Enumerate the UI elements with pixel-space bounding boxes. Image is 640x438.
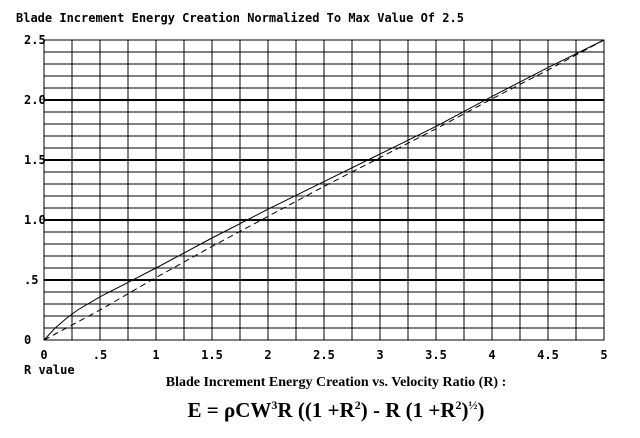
x-tick-label: 3 (376, 348, 383, 362)
y-tick-label: 2.0 (24, 93, 46, 107)
x-tick-label: .5 (93, 348, 107, 362)
equation: E = ρCW3R ((1 +R2) - R (1 +R2)½) (188, 398, 485, 422)
chart-title: Blade Increment Energy Creation Normaliz… (16, 11, 464, 25)
caption: Blade Increment Energy Creation vs. Velo… (166, 375, 507, 390)
equation-exp3: 2 (455, 398, 461, 412)
plot-frame (43, 39, 605, 341)
x-tick-label: 5 (600, 348, 607, 362)
y-tick-label: 0 (24, 333, 31, 347)
equation-mid: R ((1 +R (277, 398, 355, 422)
x-tick-label: 3.5 (425, 348, 447, 362)
x-tick-label: 2 (264, 348, 271, 362)
series-layer (43, 39, 605, 341)
y-tick-label: 1.5 (24, 153, 46, 167)
equation-exp4: ½ (468, 398, 477, 412)
equation-exp1: 3 (271, 398, 277, 412)
grid (44, 40, 604, 340)
equation-lhs: E = ρCW (188, 398, 272, 422)
series-line-1 (43, 39, 605, 341)
x-axis-label: R value (24, 363, 75, 377)
y-tick-label: 2.5 (24, 33, 46, 47)
x-tick-label: 1.5 (201, 348, 223, 362)
x-tick-label: 0 (40, 348, 47, 362)
y-tick-label: .5 (24, 273, 38, 287)
x-tick-labels: 0 .5 1 1.5 2 2.5 3 3.5 4 4.5 5 (40, 348, 607, 362)
x-tick-label: 4 (488, 348, 495, 362)
equation-end: ) (477, 398, 484, 422)
y-tick-label: 1.0 (24, 213, 46, 227)
x-tick-label: 4.5 (537, 348, 559, 362)
equation-mid2: ) - R (1 +R (361, 398, 457, 422)
x-tick-label: 2.5 (313, 348, 335, 362)
x-tick-label: 1 (152, 348, 159, 362)
equation-exp2: 2 (355, 398, 361, 412)
equation-tail: ) (461, 398, 468, 422)
series-line-2 (43, 39, 605, 341)
y-tick-labels: 0 .5 1.0 1.5 2.0 2.5 (24, 33, 46, 347)
